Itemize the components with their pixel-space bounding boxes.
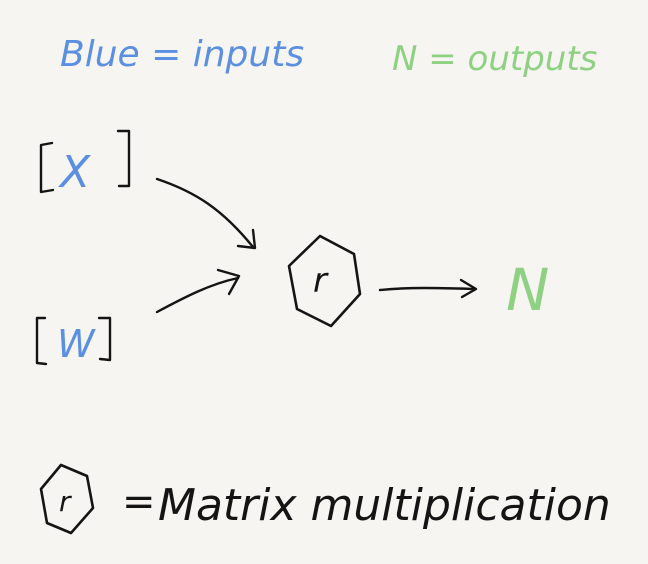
operation-key: r = Matrix multiplication [39,463,611,535]
key-hexagon-outline [39,463,95,535]
legend-outputs-label: N = outputs [392,39,597,79]
arrow-line [155,177,255,249]
input-x-node: X [39,129,131,198]
legend-inputs-label: Blue = inputs [60,34,304,75]
arrow-w-to-operation [155,268,241,314]
left-bracket [39,141,55,194]
input-w-node: W [35,316,112,366]
operation-symbol: r [313,261,329,301]
right-bracket [97,316,112,362]
arrow-head [216,268,241,296]
key-symbol: r [59,485,72,518]
arrow-operation-to-output [378,278,478,299]
right-bracket [116,129,131,188]
left-bracket [35,316,48,366]
arrow-line [378,286,477,292]
arrow-head [459,278,478,299]
operation-node: r [287,234,362,328]
arrow-line [155,276,240,314]
output-n-label: N [506,256,549,324]
key-equals: = [122,479,156,525]
arrow-head [236,228,257,250]
input-w-label: W [57,322,96,366]
hexagon-outline [287,234,362,328]
key-description: Matrix multiplication [158,480,611,531]
arrow-x-to-operation [155,177,257,250]
input-x-label: X [58,147,91,198]
